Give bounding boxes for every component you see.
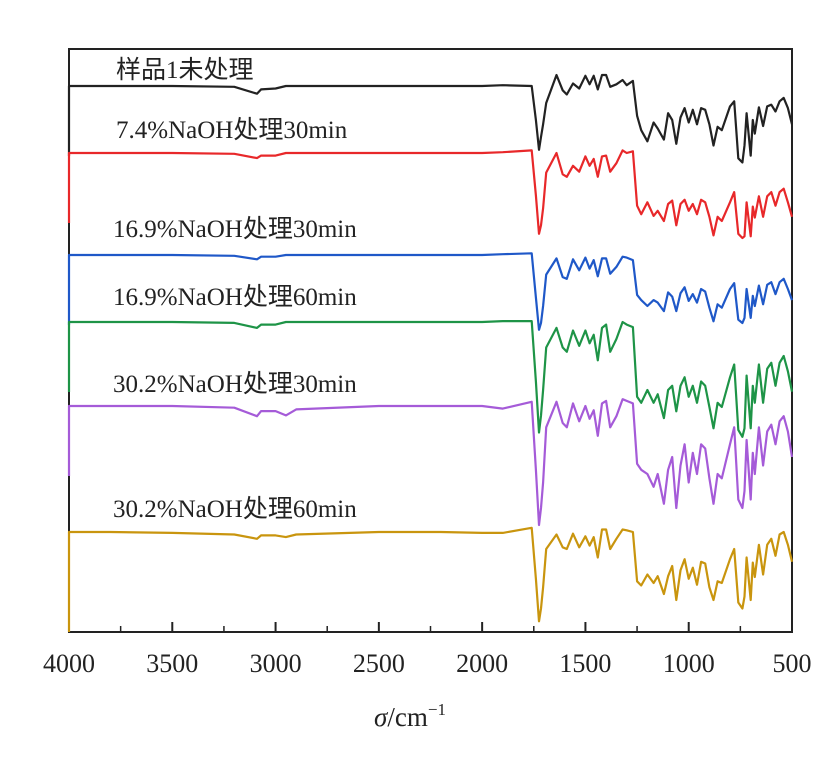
series-label: 16.9%NaOH处理30min	[113, 215, 357, 243]
x-tick-label: 3500	[146, 649, 198, 678]
x-tick-label: 500	[773, 649, 812, 678]
x-axis-symbol: σ	[374, 702, 389, 732]
x-tick-label: 2500	[353, 649, 405, 678]
x-axis-unit: /cm	[387, 702, 428, 732]
spectrum-line	[67, 398, 794, 527]
x-axis-title: σ/cm−1	[374, 700, 446, 732]
spectrum-line	[67, 320, 794, 438]
spectrum-line	[67, 73, 794, 164]
series-label: 30.2%NaOH处理30min	[113, 370, 357, 398]
spectrum-line	[67, 149, 794, 240]
x-axis-ticks: 4000 3500 3000 2500 2000 1500 1000 500	[43, 622, 812, 678]
series-label: 30.2%NaOH处理60min	[113, 495, 357, 523]
x-tick-label: 4000	[43, 649, 95, 678]
x-tick-label: 3000	[250, 649, 302, 678]
series-label: 样品1未处理	[116, 56, 254, 84]
series-labels: 样品1未处理 7.4%NaOH处理30min 16.9%NaOH处理30min 16.…	[113, 56, 357, 523]
series-label: 7.4%NaOH处理30min	[116, 116, 348, 144]
spectrum-line	[67, 252, 794, 331]
spectrum-line	[67, 526, 794, 632]
spectra-layer	[67, 73, 794, 632]
x-axis-exponent: −1	[428, 700, 446, 719]
x-tick-label: 1500	[559, 649, 611, 678]
series-label: 16.9%NaOH处理60min	[113, 283, 357, 311]
x-tick-label: 2000	[456, 649, 508, 678]
x-tick-label: 1000	[663, 649, 715, 678]
